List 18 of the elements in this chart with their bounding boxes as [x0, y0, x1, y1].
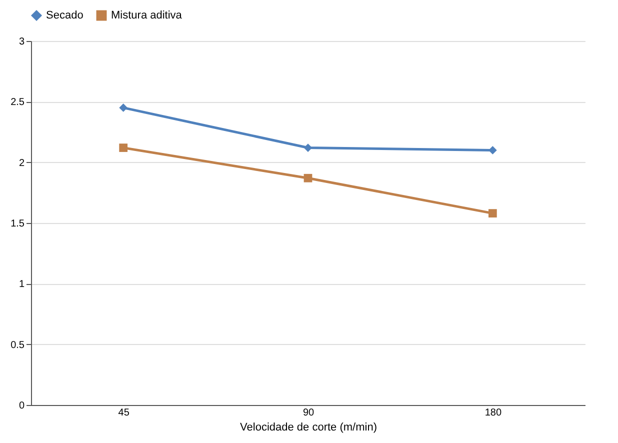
x-tick-label: 180 — [484, 408, 502, 418]
point — [304, 174, 312, 182]
y-tick-label: 2.5 — [10, 97, 25, 108]
point — [488, 209, 497, 218]
legend-label: Secado — [46, 10, 84, 22]
y-tick-label: 0 — [18, 400, 25, 412]
y-tick-label: 2 — [18, 158, 25, 169]
y-tick-label: 0.5 — [10, 340, 25, 351]
y-tick-label: 3 — [18, 36, 25, 48]
legend-label: Mistura aditiva — [111, 10, 183, 22]
point — [119, 144, 128, 152]
y-tick-label: 1 — [18, 279, 25, 290]
x-tick-label: 90 — [302, 408, 314, 418]
x-tick-label: 45 — [118, 408, 130, 418]
x-axis-title: Velocidade de corte (m/min) — [240, 422, 377, 434]
point — [119, 104, 128, 112]
point — [304, 144, 312, 152]
y-tick-label: 1.5 — [10, 218, 25, 230]
